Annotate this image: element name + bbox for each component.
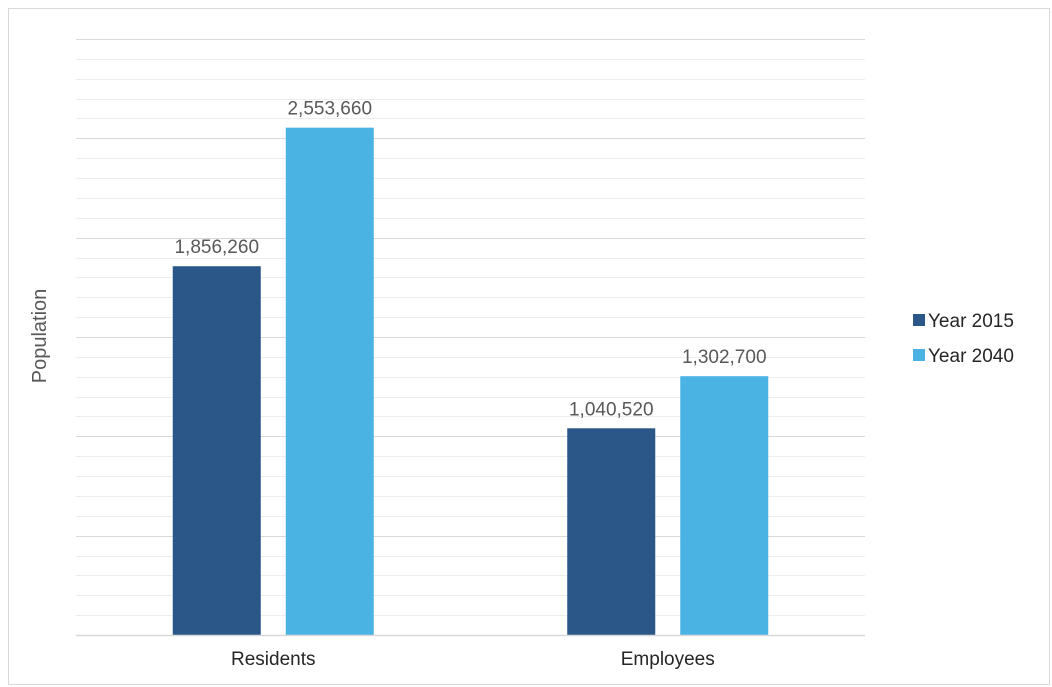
legend-item: Year 2015: [913, 311, 1014, 332]
legend-label: Year 2040: [928, 346, 1014, 367]
data-label: 2,553,660: [287, 99, 372, 120]
bars: [172, 127, 769, 635]
bar-chart: 1,856,260 2,553,660 1,040,520 1,302,700 Res…: [29, 39, 1014, 670]
category-label: Residents: [231, 649, 316, 670]
data-label: 1,040,520: [569, 399, 654, 420]
bar-year-2040-employees: [680, 376, 769, 635]
data-labels: 1,856,260 2,553,660 1,040,520 1,302,700: [174, 99, 766, 421]
bar-year-2015-employees: [567, 428, 656, 635]
legend-swatch: [913, 349, 925, 361]
legend-swatch: [913, 314, 925, 326]
data-label: 1,302,700: [682, 347, 767, 368]
bar-year-2015-residents: [172, 266, 261, 635]
y-axis-title: Population: [29, 289, 51, 384]
chart-area: 1,856,260 2,553,660 1,040,520 1,302,700 Res…: [8, 8, 1050, 685]
category-labels: Residents Employees: [231, 649, 715, 670]
legend-label: Year 2015: [928, 311, 1014, 332]
bar-year-2040-residents: [285, 127, 374, 635]
legend: Year 2015 Year 2040: [913, 311, 1014, 367]
category-label: Employees: [621, 649, 715, 670]
data-label: 1,856,260: [174, 237, 259, 258]
legend-item: Year 2040: [913, 346, 1014, 367]
